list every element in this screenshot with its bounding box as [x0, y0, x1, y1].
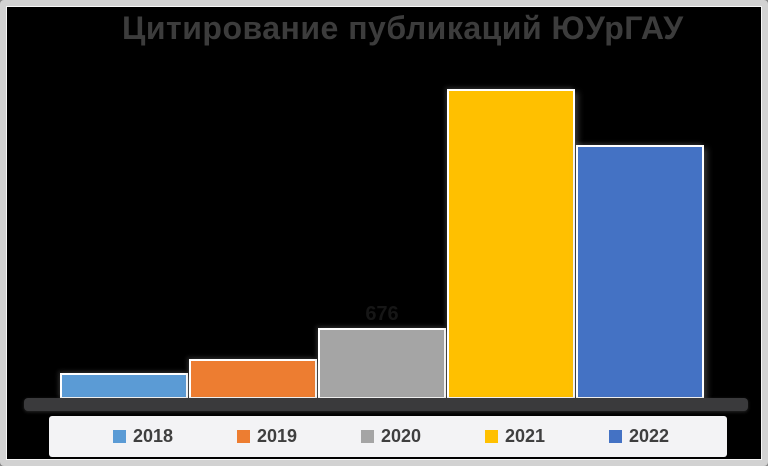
- legend-item-2020: 2020: [360, 426, 422, 447]
- legend-item-2021: 2021: [484, 426, 545, 447]
- bar-2020: [318, 328, 446, 399]
- legend-label: 2018: [133, 426, 174, 446]
- legend-item-2019: 2019: [236, 426, 298, 447]
- chart-title: Цитирование публикаций ЮУрГАУ: [122, 10, 684, 46]
- bar-2022: [576, 145, 704, 399]
- legend-swatch-icon: [236, 430, 250, 443]
- bar-2021: [447, 89, 575, 399]
- bar-2019: [189, 359, 317, 399]
- legend-label: 2021: [504, 426, 545, 446]
- data-label-2020: 676: [365, 303, 399, 325]
- legend-swatch-icon: [113, 430, 126, 443]
- legend-swatch-icon: [360, 430, 374, 443]
- legend-item-2018: 2018: [113, 426, 173, 447]
- legend-label: 2022: [628, 426, 669, 446]
- legend-label: 2019: [256, 426, 298, 446]
- bar-2018: [60, 373, 188, 399]
- legend-label: 2020: [380, 426, 422, 446]
- legend: 2018 2019 2020 2021 2022: [49, 416, 727, 457]
- legend-item-2022: 2022: [608, 426, 669, 447]
- legend-swatch-icon: [484, 430, 498, 443]
- x-axis-floor: [24, 398, 748, 411]
- legend-swatch-icon: [608, 430, 622, 443]
